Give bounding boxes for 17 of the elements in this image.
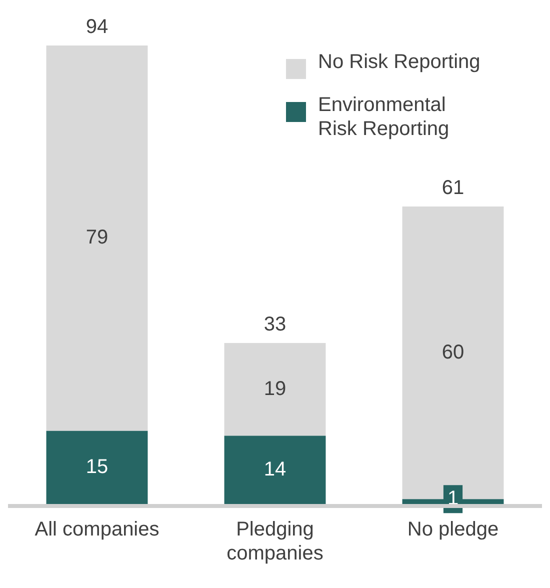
- x-tick-label: No pledge: [407, 518, 499, 541]
- total-label: 33: [264, 314, 286, 336]
- x-tick-label: All companies: [34, 518, 160, 541]
- data-label: 79: [86, 226, 108, 249]
- legend-label: Environmental Risk Reporting: [318, 93, 450, 141]
- bar: [46, 46, 148, 431]
- total-label: 61: [442, 176, 464, 199]
- bar: [224, 343, 326, 436]
- data-label: 19: [264, 378, 286, 400]
- bar: [224, 436, 326, 504]
- data-label: 60: [442, 341, 464, 364]
- data-label: 15: [86, 456, 108, 478]
- legend-label: No Risk Reporting: [318, 50, 480, 74]
- total-label: 94: [86, 16, 108, 38]
- data-label: 14: [264, 458, 286, 480]
- bar: [46, 430, 148, 504]
- x-tick-label: Pledging companies: [226, 518, 324, 565]
